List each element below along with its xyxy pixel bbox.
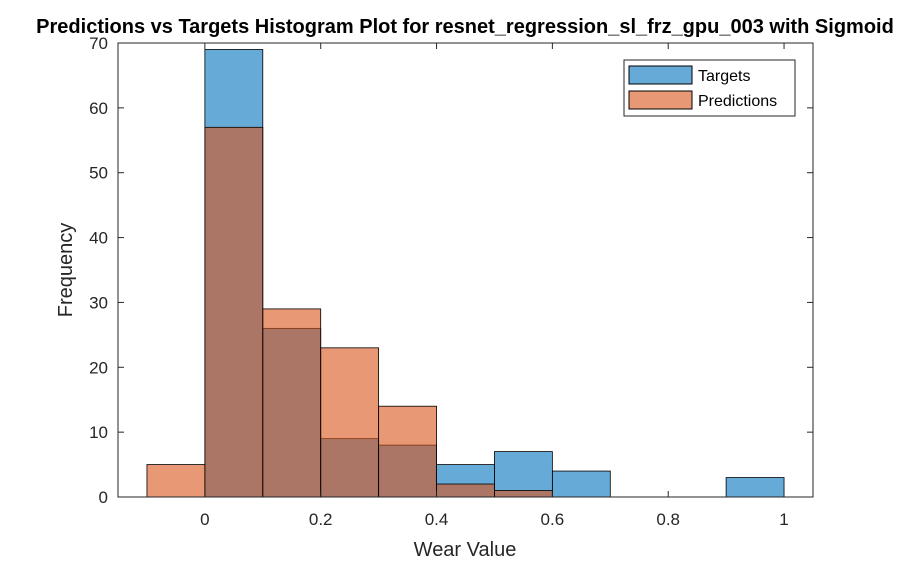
x-tick-label: 0.2 xyxy=(309,510,333,529)
legend-label-predictions: Predictions xyxy=(698,93,777,110)
y-tick-label: 30 xyxy=(89,293,108,312)
bar-targets-bin-10 xyxy=(725,477,785,498)
x-axis-label: Wear Value xyxy=(414,539,517,561)
y-tick-label: 20 xyxy=(89,358,108,377)
x-tick-label: 0 xyxy=(200,510,209,529)
x-tick-label: 0.4 xyxy=(425,510,449,529)
x-tick-label: 1 xyxy=(779,510,788,529)
x-tick-label: 0.8 xyxy=(656,510,680,529)
y-tick-label: 50 xyxy=(89,164,108,183)
legend-label-targets: Targets xyxy=(698,68,750,85)
legend-swatch-predictions xyxy=(628,90,693,110)
y-tick-label: 0 xyxy=(99,488,108,507)
bar-predictions-bin-3 xyxy=(320,347,380,498)
x-tick-label: 0.6 xyxy=(541,510,565,529)
bar-predictions-bin-2 xyxy=(262,308,322,498)
bar-predictions-bin-5 xyxy=(436,483,495,498)
bar-predictions-bin-0 xyxy=(146,464,206,498)
y-tick-label: 60 xyxy=(89,99,108,118)
bar-targets-bin-7 xyxy=(551,470,611,498)
y-axis-label: Frequency xyxy=(55,223,77,318)
chart-title: Predictions vs Targets Histogram Plot fo… xyxy=(36,16,894,38)
legend: Targets Predictions xyxy=(623,59,796,117)
y-tick-label: 70 xyxy=(89,34,108,53)
bars-layer xyxy=(146,49,785,498)
bar-predictions-bin-4 xyxy=(378,405,437,498)
legend-swatch-targets xyxy=(628,65,693,85)
y-tick-label: 40 xyxy=(89,229,108,248)
plot-box xyxy=(117,42,814,498)
bar-predictions-bin-1 xyxy=(204,126,264,498)
bar-predictions-bin-6 xyxy=(494,490,553,498)
y-tick-label: 10 xyxy=(89,423,108,442)
